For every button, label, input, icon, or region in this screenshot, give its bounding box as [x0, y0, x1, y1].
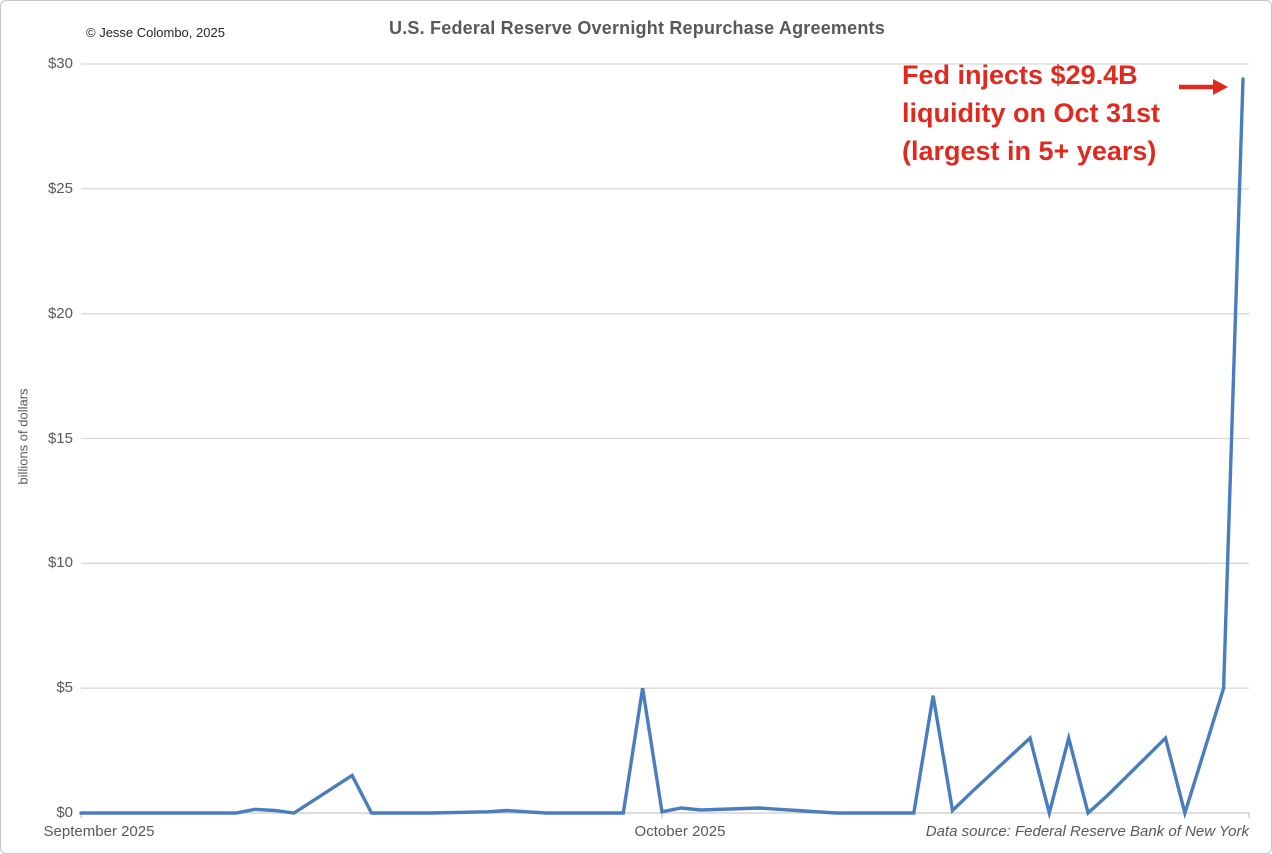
x-tick-label: September 2025: [43, 823, 155, 840]
y-tick-label: $25: [47, 179, 73, 197]
annotation-line-1: Fed injects $29.4B: [902, 60, 1138, 90]
y-tick-label: $15: [47, 429, 73, 447]
x-tick-label: October 2025: [634, 823, 726, 840]
y-tick-label: $10: [47, 554, 73, 572]
right-arrow-icon: [1213, 79, 1228, 95]
annotation-callout: Fed injects $29.4B liquidity on Oct 31st…: [902, 56, 1160, 170]
y-tick-label: $20: [47, 304, 73, 322]
annotation-line-2: liquidity on Oct 31st: [902, 98, 1161, 128]
y-tick-label: $0: [56, 804, 73, 821]
copyright-text: © Jesse Colombo, 2025: [86, 25, 225, 40]
y-tick-label: $5: [56, 679, 73, 697]
data-source-text: Data source: Federal Reserve Bank of New…: [925, 823, 1249, 840]
repo-data-line: [79, 77, 1245, 820]
y-tick-label: $30: [47, 55, 73, 72]
chart-title: U.S. Federal Reserve Overnight Repurchas…: [389, 18, 885, 38]
annotation-line-3: (largest in 5+ years): [902, 136, 1157, 166]
